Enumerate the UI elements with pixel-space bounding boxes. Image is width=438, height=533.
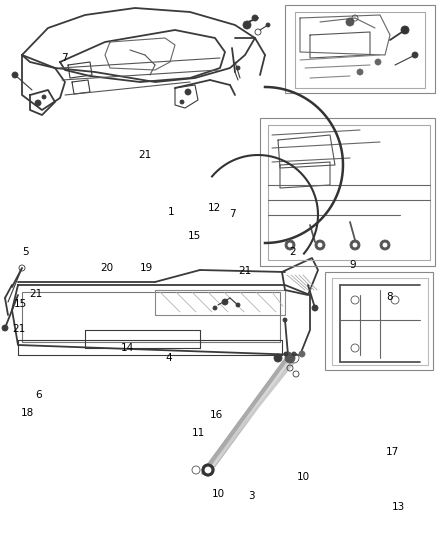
Bar bbox=[285, 5, 435, 93]
Text: 3: 3 bbox=[247, 491, 254, 500]
Text: 7: 7 bbox=[229, 209, 236, 219]
Circle shape bbox=[383, 243, 387, 247]
Circle shape bbox=[202, 464, 214, 476]
Circle shape bbox=[274, 354, 282, 362]
Text: 11: 11 bbox=[192, 428, 205, 438]
Circle shape bbox=[35, 100, 41, 106]
Circle shape bbox=[299, 351, 305, 357]
Circle shape bbox=[312, 305, 318, 311]
Circle shape bbox=[213, 306, 217, 310]
Circle shape bbox=[283, 318, 287, 322]
Text: 14: 14 bbox=[120, 343, 134, 352]
Text: 19: 19 bbox=[140, 263, 153, 272]
Circle shape bbox=[318, 243, 322, 247]
Text: 21: 21 bbox=[29, 289, 42, 299]
Text: 21: 21 bbox=[138, 150, 151, 159]
Circle shape bbox=[243, 21, 251, 29]
Text: 17: 17 bbox=[385, 447, 399, 457]
Circle shape bbox=[252, 15, 258, 21]
Circle shape bbox=[288, 243, 292, 247]
Text: 10: 10 bbox=[297, 472, 310, 482]
Text: 12: 12 bbox=[208, 203, 221, 213]
Circle shape bbox=[315, 240, 325, 250]
Circle shape bbox=[412, 52, 418, 58]
Circle shape bbox=[42, 95, 46, 99]
Circle shape bbox=[205, 467, 211, 473]
Text: 7: 7 bbox=[61, 53, 68, 62]
Circle shape bbox=[236, 66, 240, 70]
Text: 13: 13 bbox=[392, 503, 405, 512]
Text: 15: 15 bbox=[187, 231, 201, 240]
Circle shape bbox=[12, 72, 18, 78]
Text: 4: 4 bbox=[165, 353, 172, 363]
Text: 20: 20 bbox=[101, 263, 114, 272]
Circle shape bbox=[292, 352, 296, 356]
Text: 15: 15 bbox=[14, 299, 27, 309]
Text: 16: 16 bbox=[210, 410, 223, 419]
Text: 10: 10 bbox=[212, 489, 225, 499]
Circle shape bbox=[346, 18, 354, 26]
Text: 21: 21 bbox=[12, 325, 25, 334]
Circle shape bbox=[2, 325, 8, 331]
Text: 5: 5 bbox=[22, 247, 29, 256]
Circle shape bbox=[236, 303, 240, 307]
Text: 1: 1 bbox=[167, 207, 174, 217]
Circle shape bbox=[350, 240, 360, 250]
Circle shape bbox=[285, 353, 295, 363]
Text: 18: 18 bbox=[21, 408, 34, 418]
Circle shape bbox=[375, 59, 381, 65]
Text: 6: 6 bbox=[35, 391, 42, 400]
Circle shape bbox=[285, 240, 295, 250]
Text: 2: 2 bbox=[289, 247, 296, 256]
Text: 21: 21 bbox=[239, 266, 252, 276]
Bar bbox=[260, 118, 435, 266]
Circle shape bbox=[185, 89, 191, 95]
Circle shape bbox=[353, 243, 357, 247]
Text: 8: 8 bbox=[386, 293, 393, 302]
Text: 9: 9 bbox=[350, 261, 357, 270]
Circle shape bbox=[357, 69, 363, 75]
Circle shape bbox=[180, 100, 184, 104]
Bar bbox=[325, 272, 433, 370]
Circle shape bbox=[284, 352, 288, 356]
Circle shape bbox=[266, 23, 270, 27]
Circle shape bbox=[202, 464, 214, 476]
Circle shape bbox=[222, 299, 228, 305]
Circle shape bbox=[380, 240, 390, 250]
Circle shape bbox=[205, 467, 211, 473]
Circle shape bbox=[401, 26, 409, 34]
